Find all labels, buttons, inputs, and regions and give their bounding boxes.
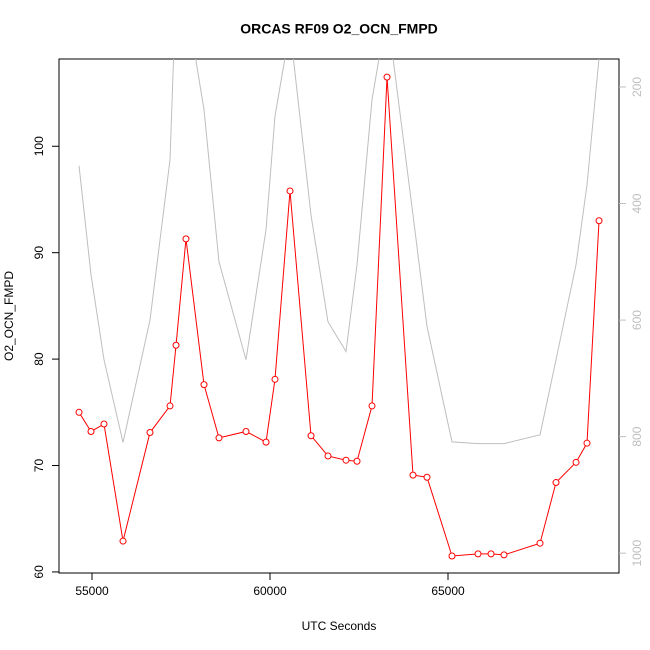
point-marker [595, 217, 603, 225]
point-marker [353, 457, 361, 465]
point-marker [500, 551, 508, 559]
plot-area [75, 59, 603, 560]
y-tick-label: 100 [32, 136, 46, 156]
point-marker [448, 552, 456, 560]
point-marker [172, 341, 180, 349]
point-marker [242, 427, 250, 435]
point-marker [307, 432, 315, 440]
series-line [78, 77, 600, 557]
point-marker [75, 408, 83, 416]
y2-tick-label: 800 [630, 426, 644, 446]
x-tick-label: 60000 [253, 584, 287, 598]
y-axis-label: O2_OCN_FMPD [2, 271, 16, 361]
point-marker [572, 458, 580, 466]
point-marker [487, 550, 495, 558]
point-marker [215, 434, 223, 442]
point-marker [368, 402, 376, 410]
point-marker [271, 375, 279, 383]
point-marker [100, 420, 108, 428]
point-marker [474, 550, 482, 558]
point-marker [552, 479, 560, 487]
y-tick-label: 70 [32, 459, 46, 473]
y-tick-label: 60 [32, 565, 46, 579]
y2-tick-label: 400 [630, 193, 644, 213]
point-marker [262, 438, 270, 446]
point-marker [342, 456, 350, 464]
point-marker [409, 471, 417, 479]
point-marker [87, 427, 95, 435]
point-marker [182, 235, 190, 243]
y2-tick-label: 1000 [630, 540, 644, 567]
point-marker [286, 187, 294, 195]
x-tick-label: 65000 [431, 584, 465, 598]
series-line [78, 59, 600, 445]
x-tick-label: 55000 [75, 584, 109, 598]
point-marker [200, 381, 208, 389]
y2-tick-label: 200 [630, 77, 644, 97]
y-tick-label: 90 [32, 246, 46, 260]
y2-tick-label: 600 [630, 310, 644, 330]
point-marker [583, 439, 591, 447]
point-marker [423, 473, 431, 481]
point-marker [383, 73, 391, 81]
point-marker [119, 537, 127, 545]
x-axis-label: UTC Seconds [302, 619, 377, 633]
chart-title: ORCAS RF09 O2_OCN_FMPD [240, 21, 438, 37]
point-marker [536, 539, 544, 547]
point-marker [146, 429, 154, 437]
y-tick-label: 80 [32, 352, 46, 366]
plot-frame [58, 58, 620, 574]
point-marker [166, 402, 174, 410]
point-marker [324, 452, 332, 460]
